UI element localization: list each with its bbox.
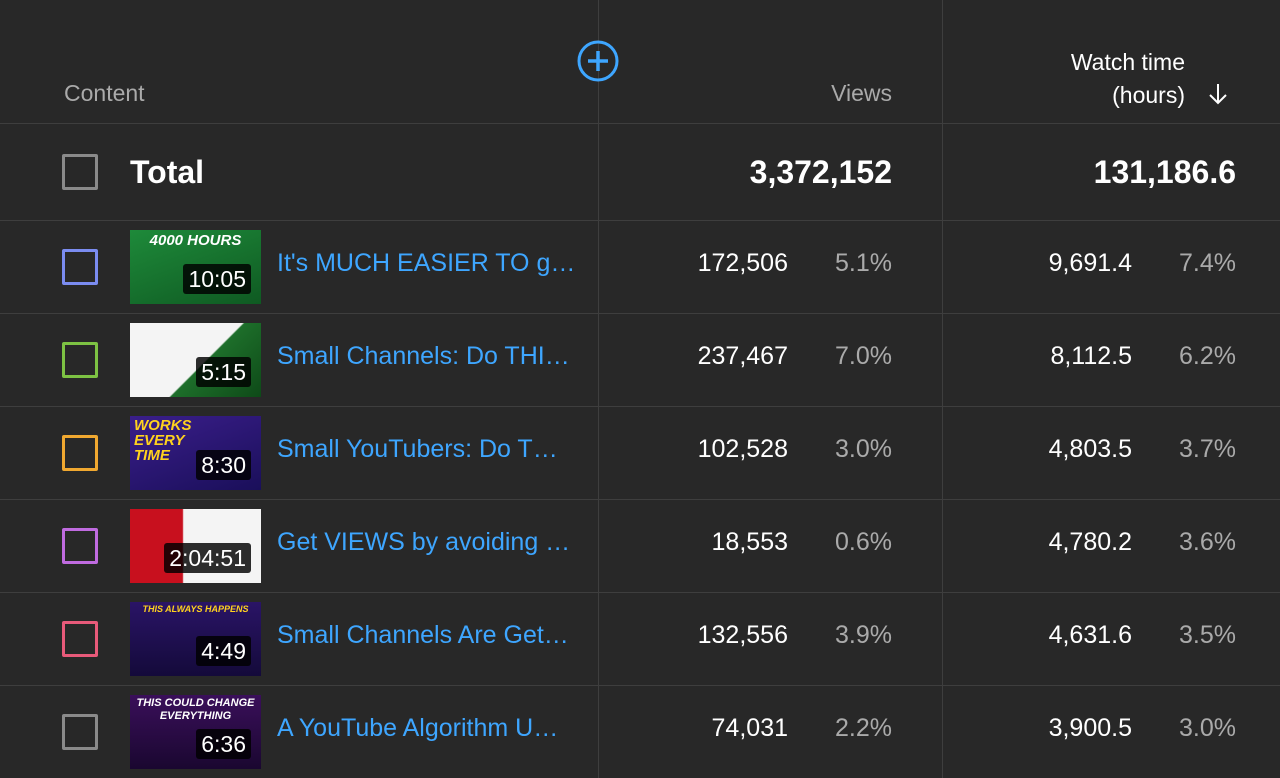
thumbnail-caption: WORKS EVERY TIME: [134, 417, 192, 464]
video-views-percent: 3.0%: [835, 435, 892, 463]
row-divider: [0, 406, 1280, 407]
video-title[interactable]: Small Channels: Do THI…: [277, 342, 570, 370]
row-divider: [0, 123, 1280, 124]
watch-time-unit: (hours): [1112, 82, 1185, 108]
video-title[interactable]: It's MUCH EASIER TO g…: [277, 249, 576, 277]
video-watch-time: 4,780.2: [1048, 528, 1132, 556]
video-watch-percent: 3.0%: [1179, 714, 1236, 742]
row-divider: [0, 313, 1280, 314]
video-views: 18,553: [711, 528, 788, 556]
video-watch-time: 3,900.5: [1048, 714, 1132, 742]
video-watch-percent: 6.2%: [1179, 342, 1236, 370]
video-duration: 8:30: [196, 450, 251, 480]
row-divider: [0, 499, 1280, 500]
row-checkbox[interactable]: [62, 714, 98, 750]
video-views-percent: 2.2%: [835, 714, 892, 742]
thumbnail-caption: THIS ALWAYS HAPPENS: [142, 604, 249, 614]
total-checkbox[interactable]: [62, 154, 98, 190]
thumbnail-caption: THIS COULD CHANGE EVERYTHING: [136, 697, 255, 722]
video-thumbnail[interactable]: WORKS EVERY TIME 8:30: [130, 416, 261, 490]
video-watch-percent: 3.6%: [1179, 528, 1236, 556]
column-divider: [598, 0, 599, 778]
video-watch-percent: 3.5%: [1179, 621, 1236, 649]
plus-circle-icon[interactable]: [577, 40, 619, 82]
table-row: WORKS EVERY TIME 8:30 Small YouTubers: D…: [0, 407, 1280, 500]
video-views: 132,556: [697, 621, 788, 649]
video-title[interactable]: Get VIEWS by avoiding …: [277, 528, 571, 556]
video-watch-percent: 3.7%: [1179, 435, 1236, 463]
watch-time-label: Watch time: [1070, 49, 1185, 75]
video-watch-time: 4,631.6: [1048, 621, 1132, 649]
video-duration: 6:36: [196, 729, 251, 759]
video-views: 237,467: [697, 342, 788, 370]
video-duration: 10:05: [183, 264, 251, 294]
row-divider: [0, 220, 1280, 221]
column-divider: [942, 0, 943, 778]
column-header-watch-time[interactable]: Watch time (hours): [1071, 46, 1185, 112]
video-views-percent: 3.9%: [835, 621, 892, 649]
video-views-percent: 7.0%: [835, 342, 892, 370]
video-watch-percent: 7.4%: [1179, 249, 1236, 277]
video-views: 74,031: [711, 714, 788, 742]
video-watch-time: 8,112.5: [1050, 342, 1132, 370]
video-views-percent: 0.6%: [835, 528, 892, 556]
table-row: 4000 HOURS 10:05 It's MUCH EASIER TO g… …: [0, 221, 1280, 314]
column-header-views[interactable]: Views: [831, 80, 892, 106]
video-thumbnail[interactable]: THIS COULD CHANGE EVERYTHING 6:36: [130, 695, 261, 769]
video-views: 172,506: [697, 249, 788, 277]
video-duration: 5:15: [196, 357, 251, 387]
table-row: THIS ALWAYS HAPPENS 4:49 Small Channels …: [0, 593, 1280, 686]
row-divider: [0, 592, 1280, 593]
video-title[interactable]: Small Channels Are Get…: [277, 621, 569, 649]
video-duration: 4:49: [196, 636, 251, 666]
video-duration: 2:04:51: [164, 543, 251, 573]
video-title[interactable]: Small YouTubers: Do T…: [277, 435, 558, 463]
video-watch-time: 4,803.5: [1048, 435, 1132, 463]
video-thumbnail[interactable]: 2:04:51: [130, 509, 261, 583]
total-row: Total 3,372,152 131,186.6: [0, 124, 1280, 220]
row-checkbox[interactable]: [62, 435, 98, 471]
video-views: 102,528: [697, 435, 788, 463]
row-divider: [0, 685, 1280, 686]
row-checkbox[interactable]: [62, 621, 98, 657]
row-checkbox[interactable]: [62, 342, 98, 378]
arrow-down-icon[interactable]: [1206, 82, 1230, 106]
total-views: 3,372,152: [749, 154, 892, 190]
row-checkbox[interactable]: [62, 249, 98, 285]
video-thumbnail[interactable]: THIS ALWAYS HAPPENS 4:49: [130, 602, 261, 676]
video-views-percent: 5.1%: [835, 249, 892, 277]
table-header: Content Views Watch time (hours): [0, 0, 1280, 123]
total-watch-time: 131,186.6: [1093, 154, 1236, 190]
thumbnail-caption: 4000 HOURS: [149, 232, 242, 249]
video-thumbnail[interactable]: 5:15: [130, 323, 261, 397]
table-row: THIS COULD CHANGE EVERYTHING 6:36 A YouT…: [0, 686, 1280, 778]
table-row: 2:04:51 Get VIEWS by avoiding … 18,553 0…: [0, 500, 1280, 593]
video-thumbnail[interactable]: 4000 HOURS 10:05: [130, 230, 261, 304]
total-label: Total: [130, 154, 205, 190]
row-checkbox[interactable]: [62, 528, 98, 564]
video-watch-time: 9,691.4: [1048, 249, 1132, 277]
column-header-content[interactable]: Content: [64, 80, 145, 106]
video-title[interactable]: A YouTube Algorithm U…: [277, 714, 559, 742]
table-row: 5:15 Small Channels: Do THI… 237,467 7.0…: [0, 314, 1280, 407]
